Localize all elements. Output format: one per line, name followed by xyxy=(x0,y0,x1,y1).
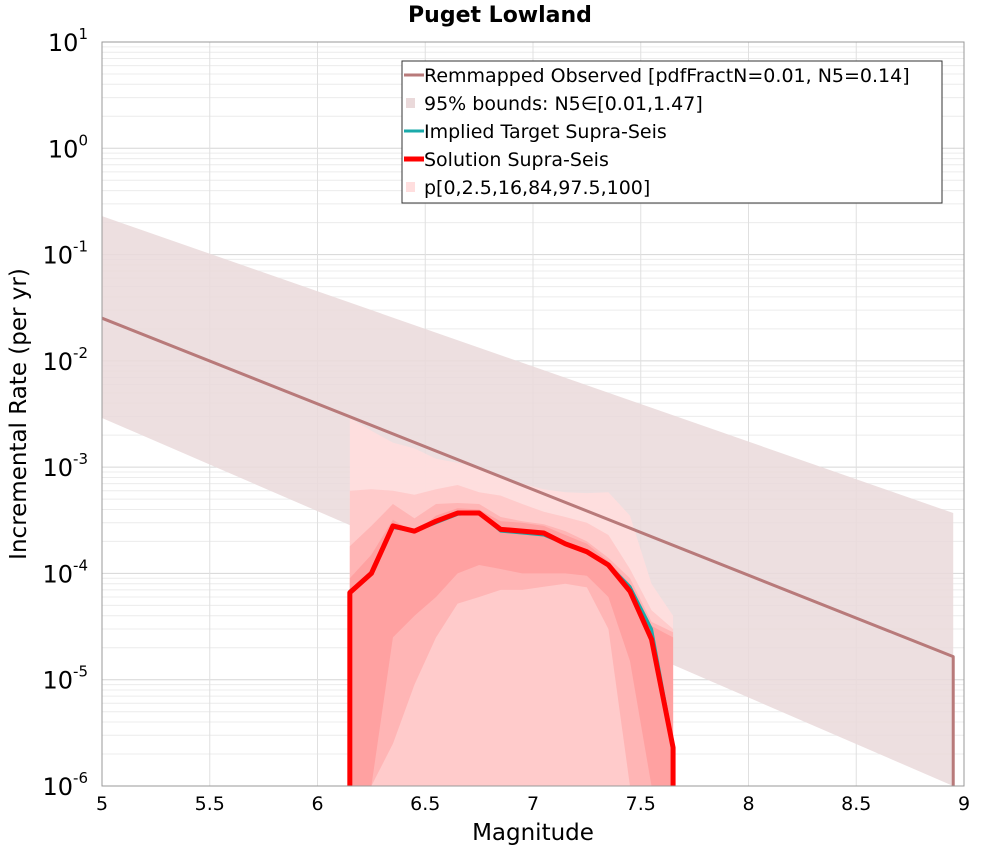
x-axis-label: Magnitude xyxy=(472,820,594,846)
y-tick-label: 10-2 xyxy=(42,344,88,376)
bands xyxy=(102,216,954,786)
percentile-band xyxy=(349,508,674,786)
x-tick-label: 6.5 xyxy=(410,793,440,815)
y-tick-label: 101 xyxy=(48,25,88,57)
legend-swatch xyxy=(406,98,415,108)
legend-label: Remmapped Observed [pdfFractN=0.01, N5=0… xyxy=(424,65,910,87)
legend-label: p[0,2.5,16,84,97.5,100] xyxy=(424,177,650,199)
chart-title: Puget Lowland xyxy=(408,3,592,28)
y-tick-label: 10-3 xyxy=(42,450,88,482)
x-tick-labels: 5 5.5 6 6.5 7 7.5 8 8.5 9 xyxy=(96,793,970,815)
solution-line xyxy=(347,510,676,786)
legend: Remmapped Observed [pdfFractN=0.01, N5=0… xyxy=(401,60,943,204)
x-tick-label: 6 xyxy=(311,793,323,815)
y-tick-label: 10-5 xyxy=(42,663,88,695)
y-tick-label: 100 xyxy=(48,131,88,163)
observed-line xyxy=(101,316,955,786)
series-lines xyxy=(101,316,955,786)
x-tick-label: 5.5 xyxy=(195,793,225,815)
x-tick-label: 8 xyxy=(742,793,754,815)
legend-label: 95% bounds: N5∈[0.01,1.47] xyxy=(424,93,703,115)
x-tick-label: 7.5 xyxy=(626,793,656,815)
x-tick-label: 7 xyxy=(527,793,539,815)
legend-label: Solution Supra-Seis xyxy=(424,149,609,171)
y-tick-labels: 101 100 10-1 10-2 10-3 10-4 10-5 10-6 xyxy=(42,25,88,801)
y-axis-label: Incremental Rate (per yr) xyxy=(6,268,32,560)
legend-label: Implied Target Supra-Seis xyxy=(424,121,667,143)
legend-swatch xyxy=(406,182,415,192)
plot-frame xyxy=(101,41,965,787)
x-tick-label: 9 xyxy=(958,793,970,815)
legend-box xyxy=(401,60,943,204)
y-tick-label: 10-4 xyxy=(42,556,88,588)
y-tick-label: 10-6 xyxy=(42,769,88,801)
y-tick-label: 10-1 xyxy=(42,238,88,270)
x-tick-label: 8.5 xyxy=(841,793,871,815)
x-tick-label: 5 xyxy=(96,793,108,815)
